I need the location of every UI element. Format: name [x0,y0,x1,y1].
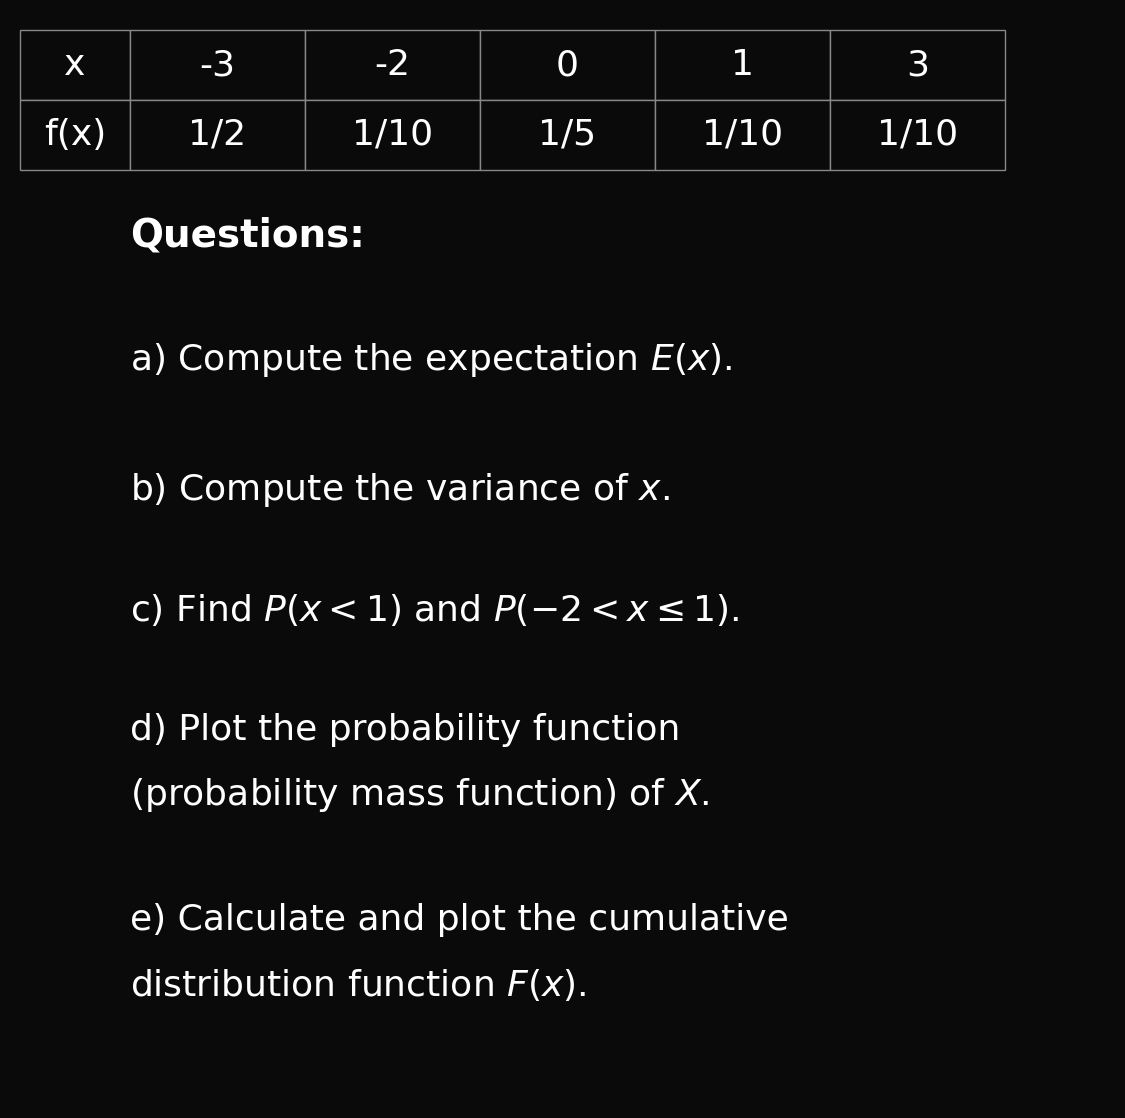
Text: f(x): f(x) [44,119,106,152]
Bar [305,100,480,170]
Text: distribution function $F(x)$.: distribution function $F(x)$. [130,967,586,1003]
Text: a) Compute the expectation $E(x)$.: a) Compute the expectation $E(x)$. [130,341,732,379]
Text: 1: 1 [731,48,754,82]
Text: d) Plot the probability function: d) Plot the probability function [130,713,681,747]
Text: 1/10: 1/10 [878,119,958,152]
Bar [655,100,830,170]
Bar [830,30,1005,100]
Text: e) Calculate and plot the cumulative: e) Calculate and plot the cumulative [130,903,789,937]
Bar [130,100,305,170]
Text: c) Find $P(x < 1)$ and $P(-2 < x \leq 1)$.: c) Find $P(x < 1)$ and $P(-2 < x \leq 1)… [130,593,739,628]
Bar [305,30,480,100]
Text: -3: -3 [199,48,235,82]
Text: b) Compute the variance of $x$.: b) Compute the variance of $x$. [130,471,669,509]
Text: x: x [64,48,86,82]
Text: 1/2: 1/2 [189,119,246,152]
Text: 3: 3 [906,48,929,82]
Bar [130,30,305,100]
Text: 1/10: 1/10 [702,119,783,152]
Text: 1/5: 1/5 [539,119,596,152]
Bar [20,100,130,170]
Text: -2: -2 [375,48,411,82]
Bar [655,30,830,100]
Bar [20,30,130,100]
Bar [480,100,655,170]
Text: 1/10: 1/10 [352,119,433,152]
Bar [830,100,1005,170]
Text: 0: 0 [556,48,579,82]
Text: Questions:: Questions: [130,216,364,254]
Text: (probability mass function) of $X$.: (probability mass function) of $X$. [130,776,710,814]
Bar [480,30,655,100]
